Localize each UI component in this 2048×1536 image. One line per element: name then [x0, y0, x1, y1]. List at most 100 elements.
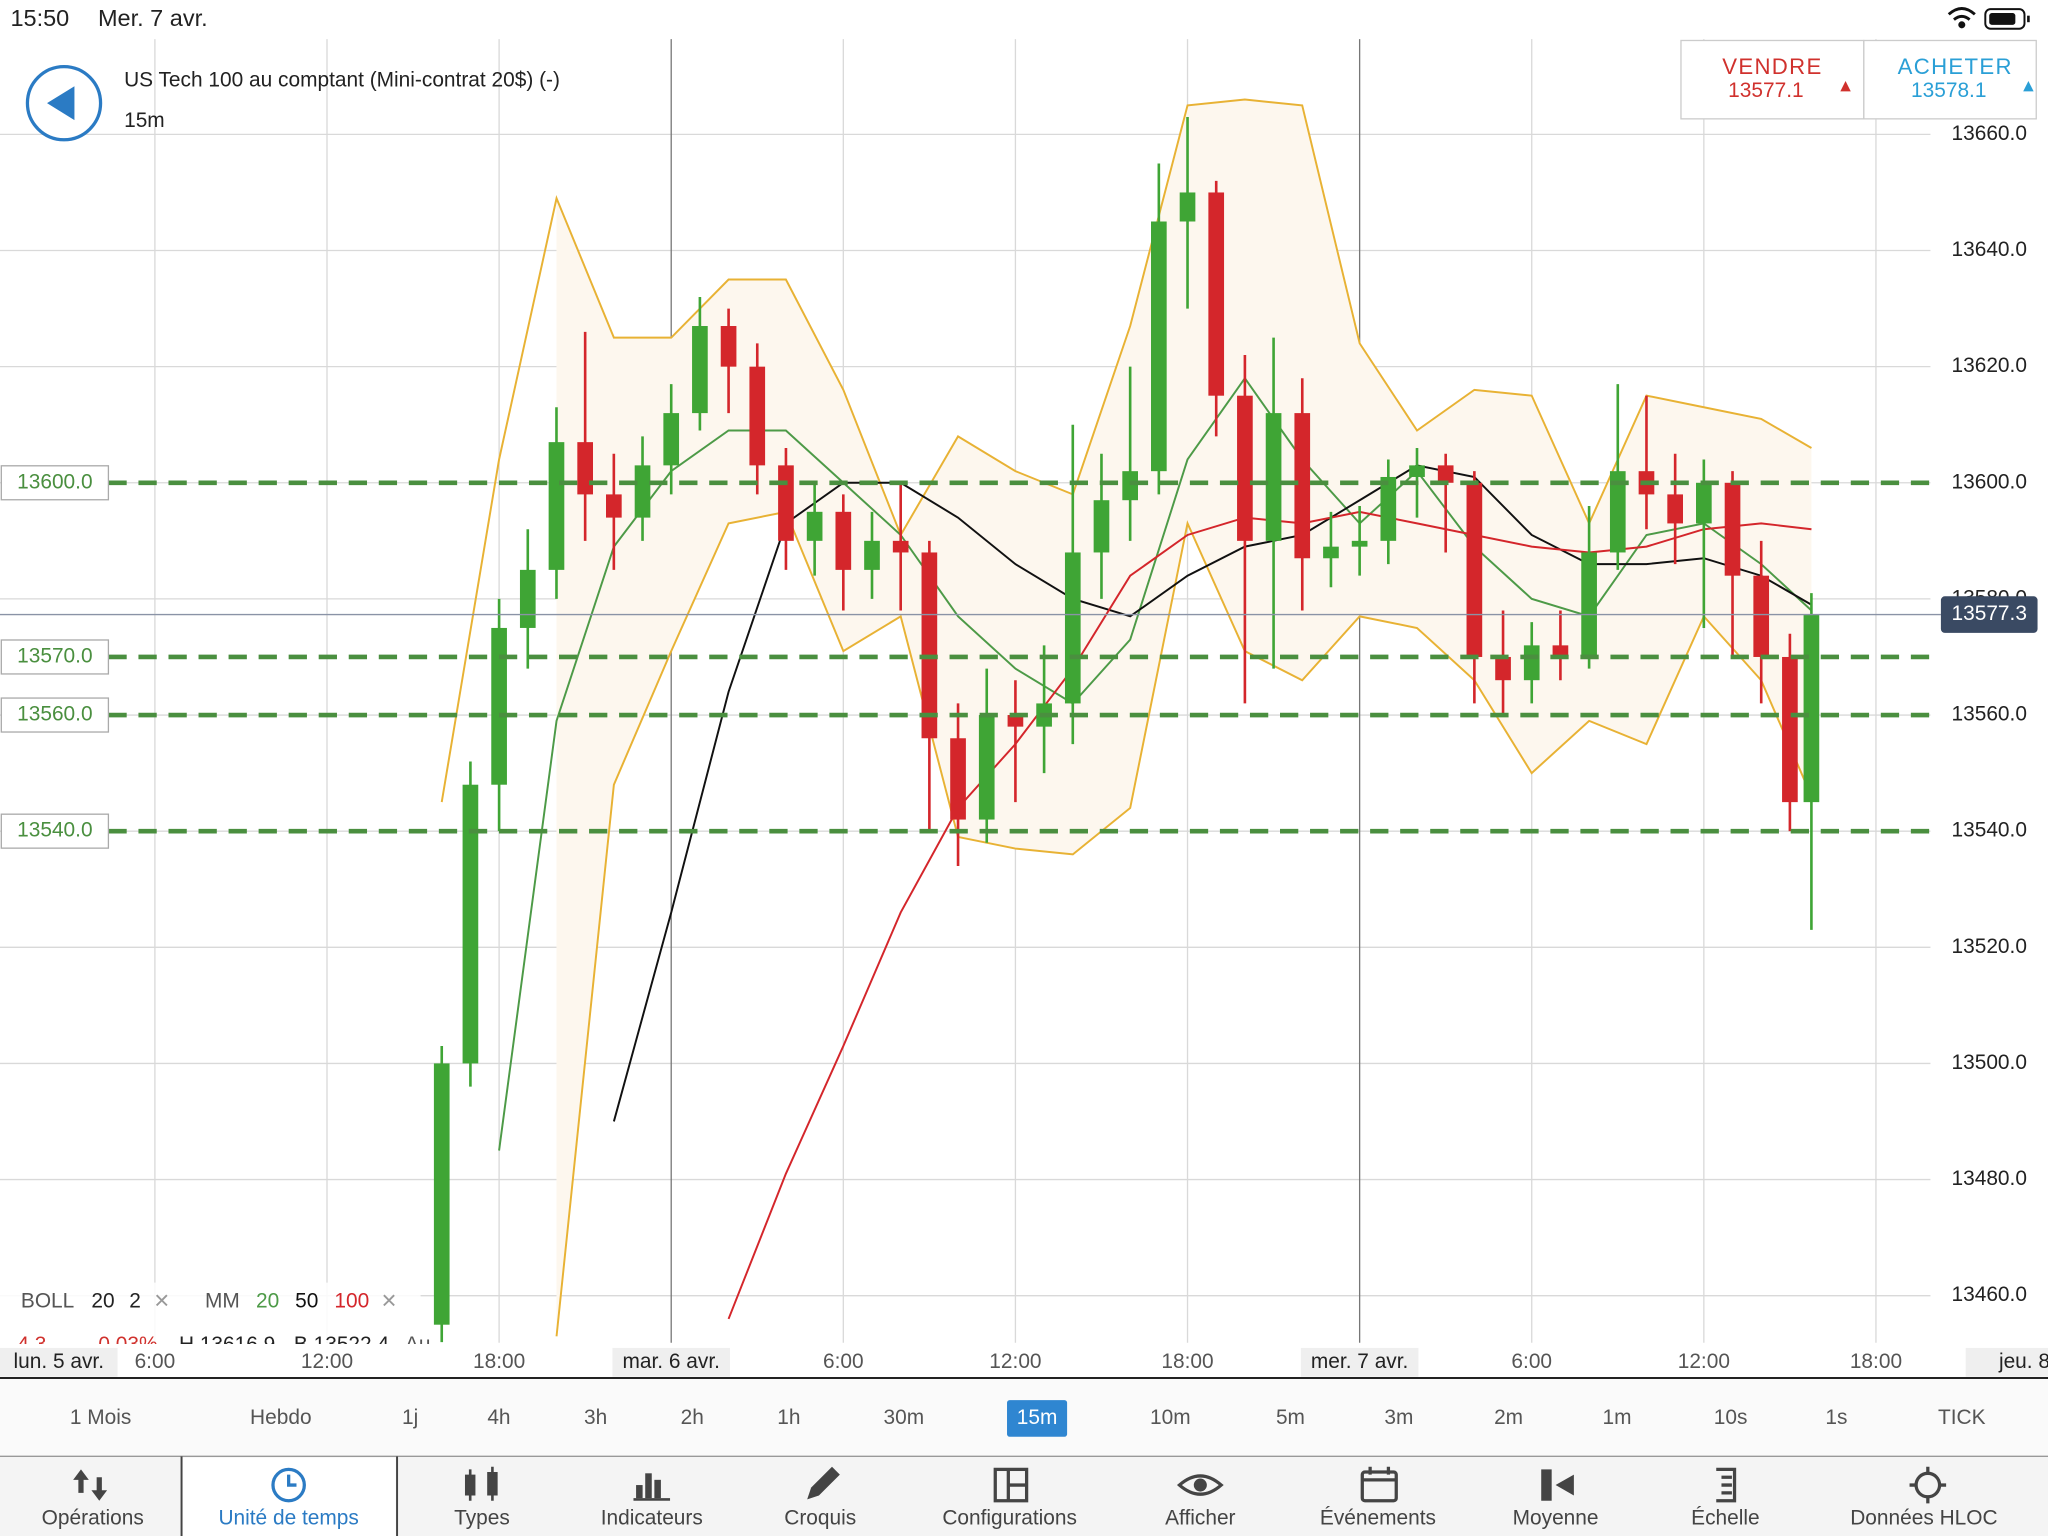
date-label-bg	[612, 1347, 730, 1377]
candle-body	[1753, 575, 1770, 657]
candle-body	[835, 511, 852, 570]
summary-low: B 13522.4	[294, 1333, 389, 1356]
timeframe-option[interactable]: 1j	[402, 1406, 418, 1429]
timeframe-option[interactable]: 2h	[681, 1406, 704, 1429]
date-label-bg	[0, 1347, 118, 1377]
timeframe-option[interactable]: 2m	[1494, 1406, 1523, 1429]
candle-body	[1323, 546, 1339, 559]
x-tick-label: 6:00	[135, 1350, 176, 1373]
candle-body	[806, 511, 823, 541]
boll-deviation: 2	[129, 1290, 141, 1313]
candle-body	[950, 738, 966, 820]
y-tick-label: 13460.0	[1951, 1283, 2026, 1306]
timeframe-label: 15m	[124, 109, 165, 132]
ma-legend-entry: 50	[295, 1290, 318, 1313]
level-label-box	[0, 813, 110, 849]
level-label-box	[0, 639, 110, 675]
x-tick-label: 18:00	[473, 1350, 525, 1373]
toolbar-item[interactable]: Configurations	[942, 1507, 1077, 1530]
y-tick-label: 13520.0	[1951, 935, 2026, 958]
timeframe-option[interactable]: 4h	[487, 1406, 510, 1429]
x-tick-label: 18:00	[1850, 1350, 1902, 1373]
legend-background	[0, 1282, 421, 1343]
toolbar-item[interactable]: Données HLOC	[1850, 1507, 1997, 1530]
wifi-icon	[1947, 7, 1976, 29]
level-label-box	[0, 465, 110, 501]
toolbar-item[interactable]: Croquis	[784, 1507, 856, 1530]
toolbar-item[interactable]: Échelle	[1691, 1507, 1759, 1530]
candle-body	[548, 442, 565, 570]
summary-change-pct: -0.03%	[91, 1333, 157, 1356]
candle-body	[1724, 482, 1741, 576]
toolbar-item[interactable]: Opérations	[42, 1507, 144, 1530]
toolbar-item[interactable]: Événements	[1320, 1507, 1436, 1530]
instrument-title: US Tech 100 au comptant (Mini-contrat 20…	[124, 68, 560, 91]
toolbar-item[interactable]: Afficher	[1165, 1507, 1235, 1530]
candle-body	[1437, 465, 1454, 483]
sell-price: 13577.1	[1728, 79, 1803, 102]
candle-body	[1093, 500, 1110, 553]
timeframe-option[interactable]: 1h	[777, 1406, 800, 1429]
candle-body	[1803, 614, 1820, 803]
x-tick-label: 12:00	[301, 1350, 353, 1373]
timeframe-option[interactable]: Hebdo	[250, 1406, 312, 1429]
candle-body	[1007, 715, 1024, 727]
candle-body	[1351, 540, 1368, 547]
toolbar-item[interactable]: Moyenne	[1513, 1507, 1599, 1530]
date-label-bg	[1300, 1347, 1419, 1377]
candle-body	[892, 540, 909, 553]
timeframe-option[interactable]: 3h	[584, 1406, 607, 1429]
candle-body	[749, 366, 766, 466]
boll-period: 20	[91, 1290, 114, 1313]
timeframe-option[interactable]: 1m	[1602, 1406, 1631, 1429]
x-tick-label: 6:00	[1511, 1350, 1552, 1373]
timeframe-selected-bg	[1007, 1400, 1068, 1437]
toolbar-item[interactable]: Indicateurs	[601, 1507, 703, 1530]
x-tick-label: mer. 7 avr.	[1311, 1350, 1408, 1373]
ma-remove[interactable]: ×	[381, 1285, 396, 1315]
candle-body	[1409, 465, 1425, 477]
candle-body	[634, 465, 651, 518]
candle-body	[1380, 476, 1397, 541]
timeframe-option[interactable]: 1 Mois	[70, 1406, 131, 1429]
timeframe-option[interactable]: 3m	[1384, 1406, 1413, 1429]
candle-body	[1265, 413, 1282, 541]
candle-body	[1122, 471, 1138, 501]
buy-button[interactable]: ACHETER 13578.1	[1863, 39, 2037, 120]
date-label-bg	[1965, 1347, 2048, 1377]
last-price-label: 13577.3	[1951, 602, 2026, 625]
timeframe-option[interactable]: 10s	[1714, 1406, 1748, 1429]
y-tick-label: 13500.0	[1951, 1051, 2026, 1074]
candle-body	[978, 715, 995, 820]
level-label: 13570.0	[17, 644, 92, 667]
back-button[interactable]	[25, 64, 103, 142]
candle-body	[1294, 413, 1311, 559]
battery-icon	[1984, 8, 2030, 30]
level-label-box	[0, 697, 110, 733]
boll-remove[interactable]: ×	[154, 1285, 169, 1315]
buy-label: ACHETER	[1898, 54, 2013, 79]
summary-change: -4.3	[10, 1333, 46, 1356]
y-tick-label: 13560.0	[1951, 703, 2026, 726]
timeframe-option[interactable]: 30m	[884, 1406, 925, 1429]
x-tick-label: 18:00	[1161, 1350, 1213, 1373]
timeframe-option[interactable]: 5m	[1276, 1406, 1305, 1429]
candle-body	[1523, 645, 1540, 681]
timeframe-option[interactable]: 10m	[1150, 1406, 1191, 1429]
toolbar-item[interactable]: Types	[454, 1507, 510, 1530]
toolbar-item[interactable]: Unité de temps	[218, 1507, 358, 1530]
candle-body	[1064, 552, 1081, 704]
candle-body	[606, 494, 622, 518]
y-tick-label: 13620.0	[1951, 354, 2026, 377]
level-label: 13560.0	[17, 703, 92, 726]
timeframe-option[interactable]: 15m	[1017, 1406, 1058, 1429]
y-tick-label: 13540.0	[1951, 819, 2026, 842]
candle-body	[1151, 221, 1167, 472]
candle-body	[1609, 471, 1626, 553]
timeframe-option[interactable]: 1s	[1825, 1406, 1847, 1429]
status-time: 15:50	[10, 5, 69, 31]
sell-button[interactable]: VENDRE 13577.1	[1680, 39, 1865, 120]
status-date: Mer. 7 avr.	[98, 5, 208, 31]
timeframe-option[interactable]: TICK	[1938, 1406, 1986, 1429]
